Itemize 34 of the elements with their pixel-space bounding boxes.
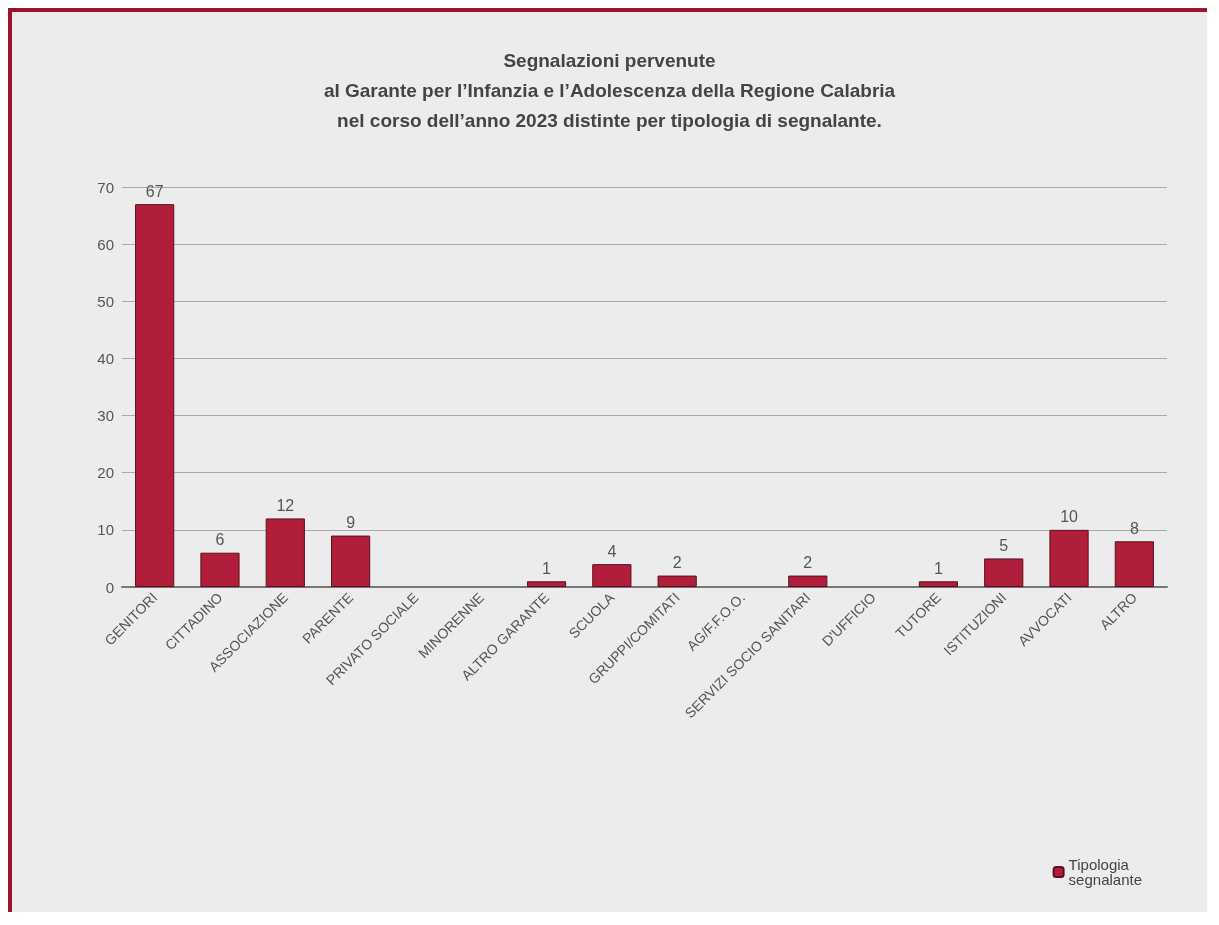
bar xyxy=(331,535,371,587)
bar xyxy=(265,518,305,587)
data-label: 2 xyxy=(803,554,813,572)
legend-label: Tipologia segnalante xyxy=(1068,856,1143,888)
chart-title: Segnalazioni pervenute al Garante per l’Infanzia e l’Adolescenza della Regione Calabria nel corso dell’anno 2023 distinte per tipologia di segnalante. xyxy=(323,49,896,131)
y-tick-label: 40 xyxy=(97,349,114,367)
bar xyxy=(1049,529,1089,587)
data-label: 2 xyxy=(672,554,682,572)
data-label: 4 xyxy=(607,542,617,560)
y-tick-label: 10 xyxy=(97,521,114,539)
y-tick-label: 20 xyxy=(97,464,114,482)
bar xyxy=(918,581,958,587)
y-tick-label: 50 xyxy=(97,292,114,310)
y-tick-label: 60 xyxy=(97,235,114,253)
data-label: 5 xyxy=(999,536,1009,554)
data-label: 1 xyxy=(542,559,552,577)
bar xyxy=(592,564,632,587)
data-label: 67 xyxy=(145,182,164,200)
bar xyxy=(657,575,697,587)
data-label: 10 xyxy=(1060,508,1079,526)
bar xyxy=(135,204,175,587)
bar xyxy=(526,581,567,587)
data-label: 8 xyxy=(1129,519,1139,537)
y-tick-label: 70 xyxy=(97,178,114,196)
data-label: 1 xyxy=(933,559,943,577)
y-tick-label: 0 xyxy=(105,578,114,596)
bar xyxy=(984,558,1024,587)
bar xyxy=(1114,541,1154,587)
y-tick-label: 30 xyxy=(97,407,114,425)
data-label: 9 xyxy=(346,514,356,532)
bar xyxy=(200,552,240,587)
data-label: 6 xyxy=(215,531,225,549)
data-label: 12 xyxy=(276,496,295,514)
bar xyxy=(788,575,828,587)
